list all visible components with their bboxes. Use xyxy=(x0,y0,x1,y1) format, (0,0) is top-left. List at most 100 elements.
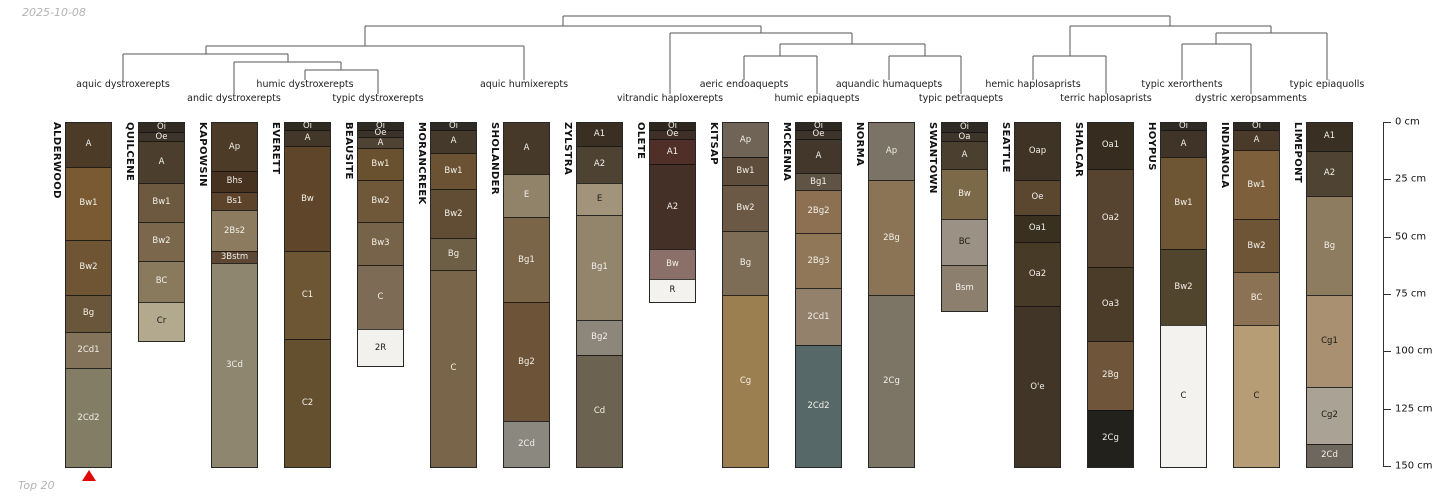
horizon: A xyxy=(285,129,330,146)
profile-name: SHOLANDER xyxy=(489,122,500,195)
horizon-label: Cr xyxy=(156,316,167,327)
horizon-stack: Oi Oe A Bw1 Bw2 BC Cr xyxy=(138,122,185,342)
horizon-label: Bg1 xyxy=(591,262,608,273)
horizon: 3Bstm xyxy=(212,251,257,263)
horizon-label: Oa2 xyxy=(1028,269,1047,280)
horizon-label: Oi xyxy=(1251,120,1262,131)
horizon-label: 2Bg xyxy=(883,232,900,243)
horizon-label: Cg1 xyxy=(1321,335,1338,346)
taxon-label: humic dystroxerepts xyxy=(256,79,354,90)
horizon: BC xyxy=(139,260,184,302)
horizon-label: A xyxy=(815,151,822,162)
horizon-label: A2 xyxy=(1323,168,1336,179)
horizon-label: 2Cd1 xyxy=(77,345,100,356)
horizon: Bg1 xyxy=(577,214,622,321)
horizon: A xyxy=(1234,129,1279,151)
horizon: A1 xyxy=(577,123,622,146)
profile-column-beausite: BEAUSITE Oi Oe A Bw1 Bw2 Bw3 C 2R xyxy=(343,120,404,368)
axis-tick-label: 125 cm xyxy=(1395,403,1433,415)
profile-column-alderwood: ALDERWOOD A Bw1 Bw2 Bg 2Cd1 2Cd2 xyxy=(51,122,112,481)
horizon: A xyxy=(139,141,184,183)
horizon: Bsm xyxy=(942,265,987,312)
horizon: Bw xyxy=(285,145,330,252)
horizon: Bg xyxy=(723,230,768,295)
profile-column-limepont: LIMEPONT A1 A2 Bg Cg1 Cg2 2Cd xyxy=(1292,122,1353,468)
horizon: Bw3 xyxy=(358,221,403,266)
taxon-label: hemic haplosaprists xyxy=(985,79,1081,90)
horizon: 2Bg xyxy=(1088,340,1133,410)
taxon-label: terric haplosaprists xyxy=(1060,93,1152,104)
horizon: Oa1 xyxy=(1015,214,1060,243)
horizon-stack: Ap 2Bg 2Cg xyxy=(868,122,915,468)
horizon: 2Cd xyxy=(504,421,549,468)
horizon: C xyxy=(1161,324,1206,467)
axis-tick xyxy=(1383,466,1391,467)
horizon-label: Oa2 xyxy=(1101,213,1120,224)
horizon: Oap xyxy=(1015,123,1060,181)
horizon: Oa xyxy=(942,131,987,142)
horizon: Oa2 xyxy=(1015,242,1060,307)
horizon: Bg2 xyxy=(504,301,549,422)
horizon: 2Cd2 xyxy=(796,345,841,467)
horizon-label: Cd xyxy=(593,405,606,416)
axis-tick-label: 75 cm xyxy=(1395,288,1427,300)
horizon-label: A xyxy=(377,137,384,148)
profile-column-shalcar: SHALCAR Oa1 Oa2 Oa3 2Bg 2Cg xyxy=(1073,122,1134,468)
horizon: A xyxy=(431,129,476,153)
profile-name: NORMA xyxy=(854,122,865,167)
horizon-stack: Oi A Bw C1 C2 xyxy=(284,122,331,468)
horizon-label: Oi xyxy=(1178,120,1189,131)
horizon-stack: Oi A Bw1 Bw2 Bg C xyxy=(430,122,477,468)
horizon: C xyxy=(358,265,403,330)
horizon-label: 2Bg3 xyxy=(807,255,830,266)
horizon-label: Oa xyxy=(958,131,971,142)
footer-label: Top 20 xyxy=(18,479,55,492)
selected-profile-marker xyxy=(81,470,96,481)
horizon: Bw2 xyxy=(1161,249,1206,325)
horizon-label: Oi xyxy=(375,120,386,131)
horizon-label: Bw2 xyxy=(736,202,755,213)
dendrogram xyxy=(122,15,1328,94)
profile-column-sholander: SHOLANDER A E Bg1 Bg2 2Cd xyxy=(489,122,550,469)
profile-name: MCKENNA xyxy=(781,122,792,182)
horizon-label: 2Cd xyxy=(518,439,535,450)
profile-name: QUILCENE xyxy=(124,122,135,182)
profile-name: BEAUSITE xyxy=(343,122,354,180)
horizon-label: A xyxy=(450,136,457,147)
horizon: 2Cg xyxy=(1088,409,1133,467)
horizon-label: BC xyxy=(155,276,168,287)
horizon-label: 2Cd2 xyxy=(77,412,100,423)
horizon-label: Bg xyxy=(1323,240,1336,251)
horizon-label: Bsm xyxy=(955,283,974,294)
horizon: 2Cd1 xyxy=(66,331,111,369)
horizon-label: 2Cd xyxy=(1321,450,1338,461)
horizon: Oi xyxy=(358,120,403,131)
horizon-label: A xyxy=(523,142,530,153)
horizon: Oi xyxy=(942,123,987,133)
horizon-label: 2Cg xyxy=(883,375,900,386)
horizon: Cg2 xyxy=(1307,386,1352,444)
profile-name: ALDERWOOD xyxy=(51,122,62,199)
horizon-stack: Oap Oe Oa1 Oa2 O'e xyxy=(1014,122,1061,468)
axis-tick-label: 25 cm xyxy=(1395,173,1427,185)
horizon-label: Oi xyxy=(156,122,167,133)
horizon-label: Bw1 xyxy=(1247,179,1266,190)
taxon-label: aquandic humaquepts xyxy=(835,79,943,90)
horizon: Ap xyxy=(723,123,768,158)
taxon-label: vitrandic haploxerepts xyxy=(616,93,724,104)
horizon: 2Cg xyxy=(869,294,914,467)
horizon-label: Ap xyxy=(885,146,898,157)
horizon: 2Cd2 xyxy=(66,368,111,467)
horizon-label: Oi xyxy=(302,120,313,131)
horizon-label: 2Bg2 xyxy=(807,206,830,217)
horizon-label: C xyxy=(377,292,384,303)
axis-tick xyxy=(1383,236,1391,238)
horizon: A xyxy=(358,136,403,149)
horizon: Oi xyxy=(431,122,476,130)
horizon: Bw2 xyxy=(1234,219,1279,272)
horizon: A1 xyxy=(1307,123,1352,151)
horizon: Ap xyxy=(869,123,914,181)
horizon: Bw xyxy=(942,168,987,220)
horizon: Bw2 xyxy=(723,184,768,231)
